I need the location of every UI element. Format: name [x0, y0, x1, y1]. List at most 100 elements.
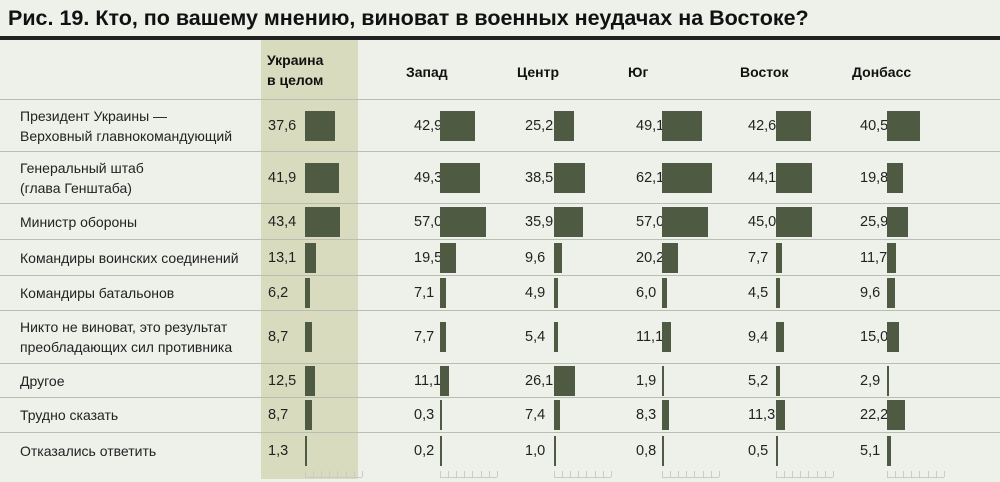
axis-tick: [662, 471, 663, 477]
column-header-line: Центр: [517, 64, 560, 80]
column-header-line: в целом: [267, 72, 324, 88]
data-label: 0,2: [414, 443, 435, 459]
axis-baseline: [776, 477, 833, 478]
bar: [554, 110, 575, 141]
data-label: 41,9: [268, 169, 297, 186]
bar: [440, 206, 487, 237]
data-label: 44,1: [748, 169, 777, 186]
axis-tick: [919, 471, 921, 477]
bar: [554, 365, 576, 396]
bar: [887, 322, 900, 352]
axis-tick: [718, 471, 720, 477]
data-label: 1,0: [525, 443, 546, 459]
data-label: 45,0: [748, 213, 777, 230]
row-divider: [0, 203, 1000, 204]
axis-tick: [824, 471, 826, 477]
bar: [887, 110, 920, 141]
bar: [776, 400, 786, 430]
data-label: 42,6: [748, 117, 777, 134]
bar: [554, 436, 556, 466]
column-header-line: Восток: [740, 64, 789, 80]
row-label-line: преобладающих сил противника: [20, 339, 233, 355]
chart-title: Рис. 19. Кто, по вашему мнению, виноват …: [8, 6, 809, 30]
data-label: 11,3: [748, 407, 776, 423]
bar: [887, 242, 897, 273]
row-divider: [0, 239, 1000, 240]
axis-tick: [570, 471, 572, 477]
axis-tick: [578, 471, 580, 477]
data-label: 5,2: [748, 372, 769, 389]
bar: [305, 400, 313, 430]
data-label: 6,0: [636, 284, 657, 301]
title-rule: [0, 36, 1000, 40]
bar: [887, 206, 908, 237]
axis-tick: [480, 471, 482, 477]
row-label: Министр обороны: [20, 204, 255, 239]
axis-tick: [903, 471, 905, 477]
data-label: 4,9: [525, 284, 546, 301]
data-label: 13,1: [268, 249, 297, 266]
data-label: 8,7: [268, 407, 289, 423]
axis-tick: [440, 471, 441, 477]
data-label: 35,9: [525, 213, 554, 230]
data-label: 11,7: [860, 249, 888, 266]
data-label: 5,4: [525, 329, 546, 345]
data-label: 6,2: [268, 284, 289, 301]
bar: [887, 277, 895, 308]
bar: [305, 365, 316, 396]
row-divider: [0, 397, 1000, 398]
data-label: 22,2: [860, 407, 889, 423]
column-header: Украина в целом: [267, 50, 347, 90]
bar: [776, 277, 780, 308]
bar: [662, 242, 679, 273]
data-label: 7,1: [414, 284, 435, 301]
bar: [887, 162, 904, 193]
data-label: 9,6: [860, 284, 881, 301]
data-label: 9,6: [525, 249, 546, 266]
data-label: 43,4: [268, 213, 297, 230]
axis-tick: [816, 471, 818, 477]
row-label: Президент Украины — Верховный главнокоман…: [20, 100, 255, 151]
column-header-line: Донбасс: [852, 64, 912, 80]
bar: [776, 162, 812, 193]
row-divider: [0, 432, 1000, 433]
bar: [776, 436, 778, 466]
row-label-line: Никто не виноват, это результат: [20, 319, 228, 335]
bar: [305, 436, 307, 466]
row-label: Никто не виноват, это результат преоблада…: [20, 311, 255, 363]
bar: [776, 242, 783, 273]
data-label: 49,3: [414, 169, 443, 186]
data-label: 26,1: [525, 372, 554, 389]
row-label-line: Командиры батальонов: [20, 284, 175, 301]
data-label: 20,2: [636, 249, 665, 266]
bar: [776, 206, 813, 237]
axis-tick: [313, 471, 315, 477]
bar: [305, 277, 311, 308]
column-header: Центр: [517, 62, 559, 82]
data-label: 8,3: [636, 407, 657, 423]
bar: [662, 322, 671, 352]
axis-tick: [353, 471, 355, 477]
axis-tick: [935, 471, 937, 477]
data-label: 7,7: [748, 249, 769, 266]
axis-tick: [337, 471, 339, 477]
axis-baseline: [662, 477, 719, 478]
axis-tick: [496, 471, 498, 477]
row-label-line: Другое: [20, 372, 65, 389]
axis-tick: [448, 471, 450, 477]
data-label: 4,5: [748, 284, 769, 301]
axis-tick: [562, 471, 564, 477]
axis-tick: [678, 471, 680, 477]
axis-tick: [887, 471, 888, 477]
bar: [662, 206, 709, 237]
bar: [305, 242, 316, 273]
row-label: Другое: [20, 364, 255, 397]
data-label: 2,9: [860, 372, 881, 389]
data-label: 19,8: [860, 169, 889, 186]
bar: [887, 365, 890, 396]
bar: [305, 110, 336, 141]
data-label: 0,5: [748, 443, 769, 459]
row-label-line: Президент Украины —: [20, 107, 168, 124]
axis-tick: [702, 471, 704, 477]
row-label-line: Отказались ответить: [20, 443, 157, 459]
